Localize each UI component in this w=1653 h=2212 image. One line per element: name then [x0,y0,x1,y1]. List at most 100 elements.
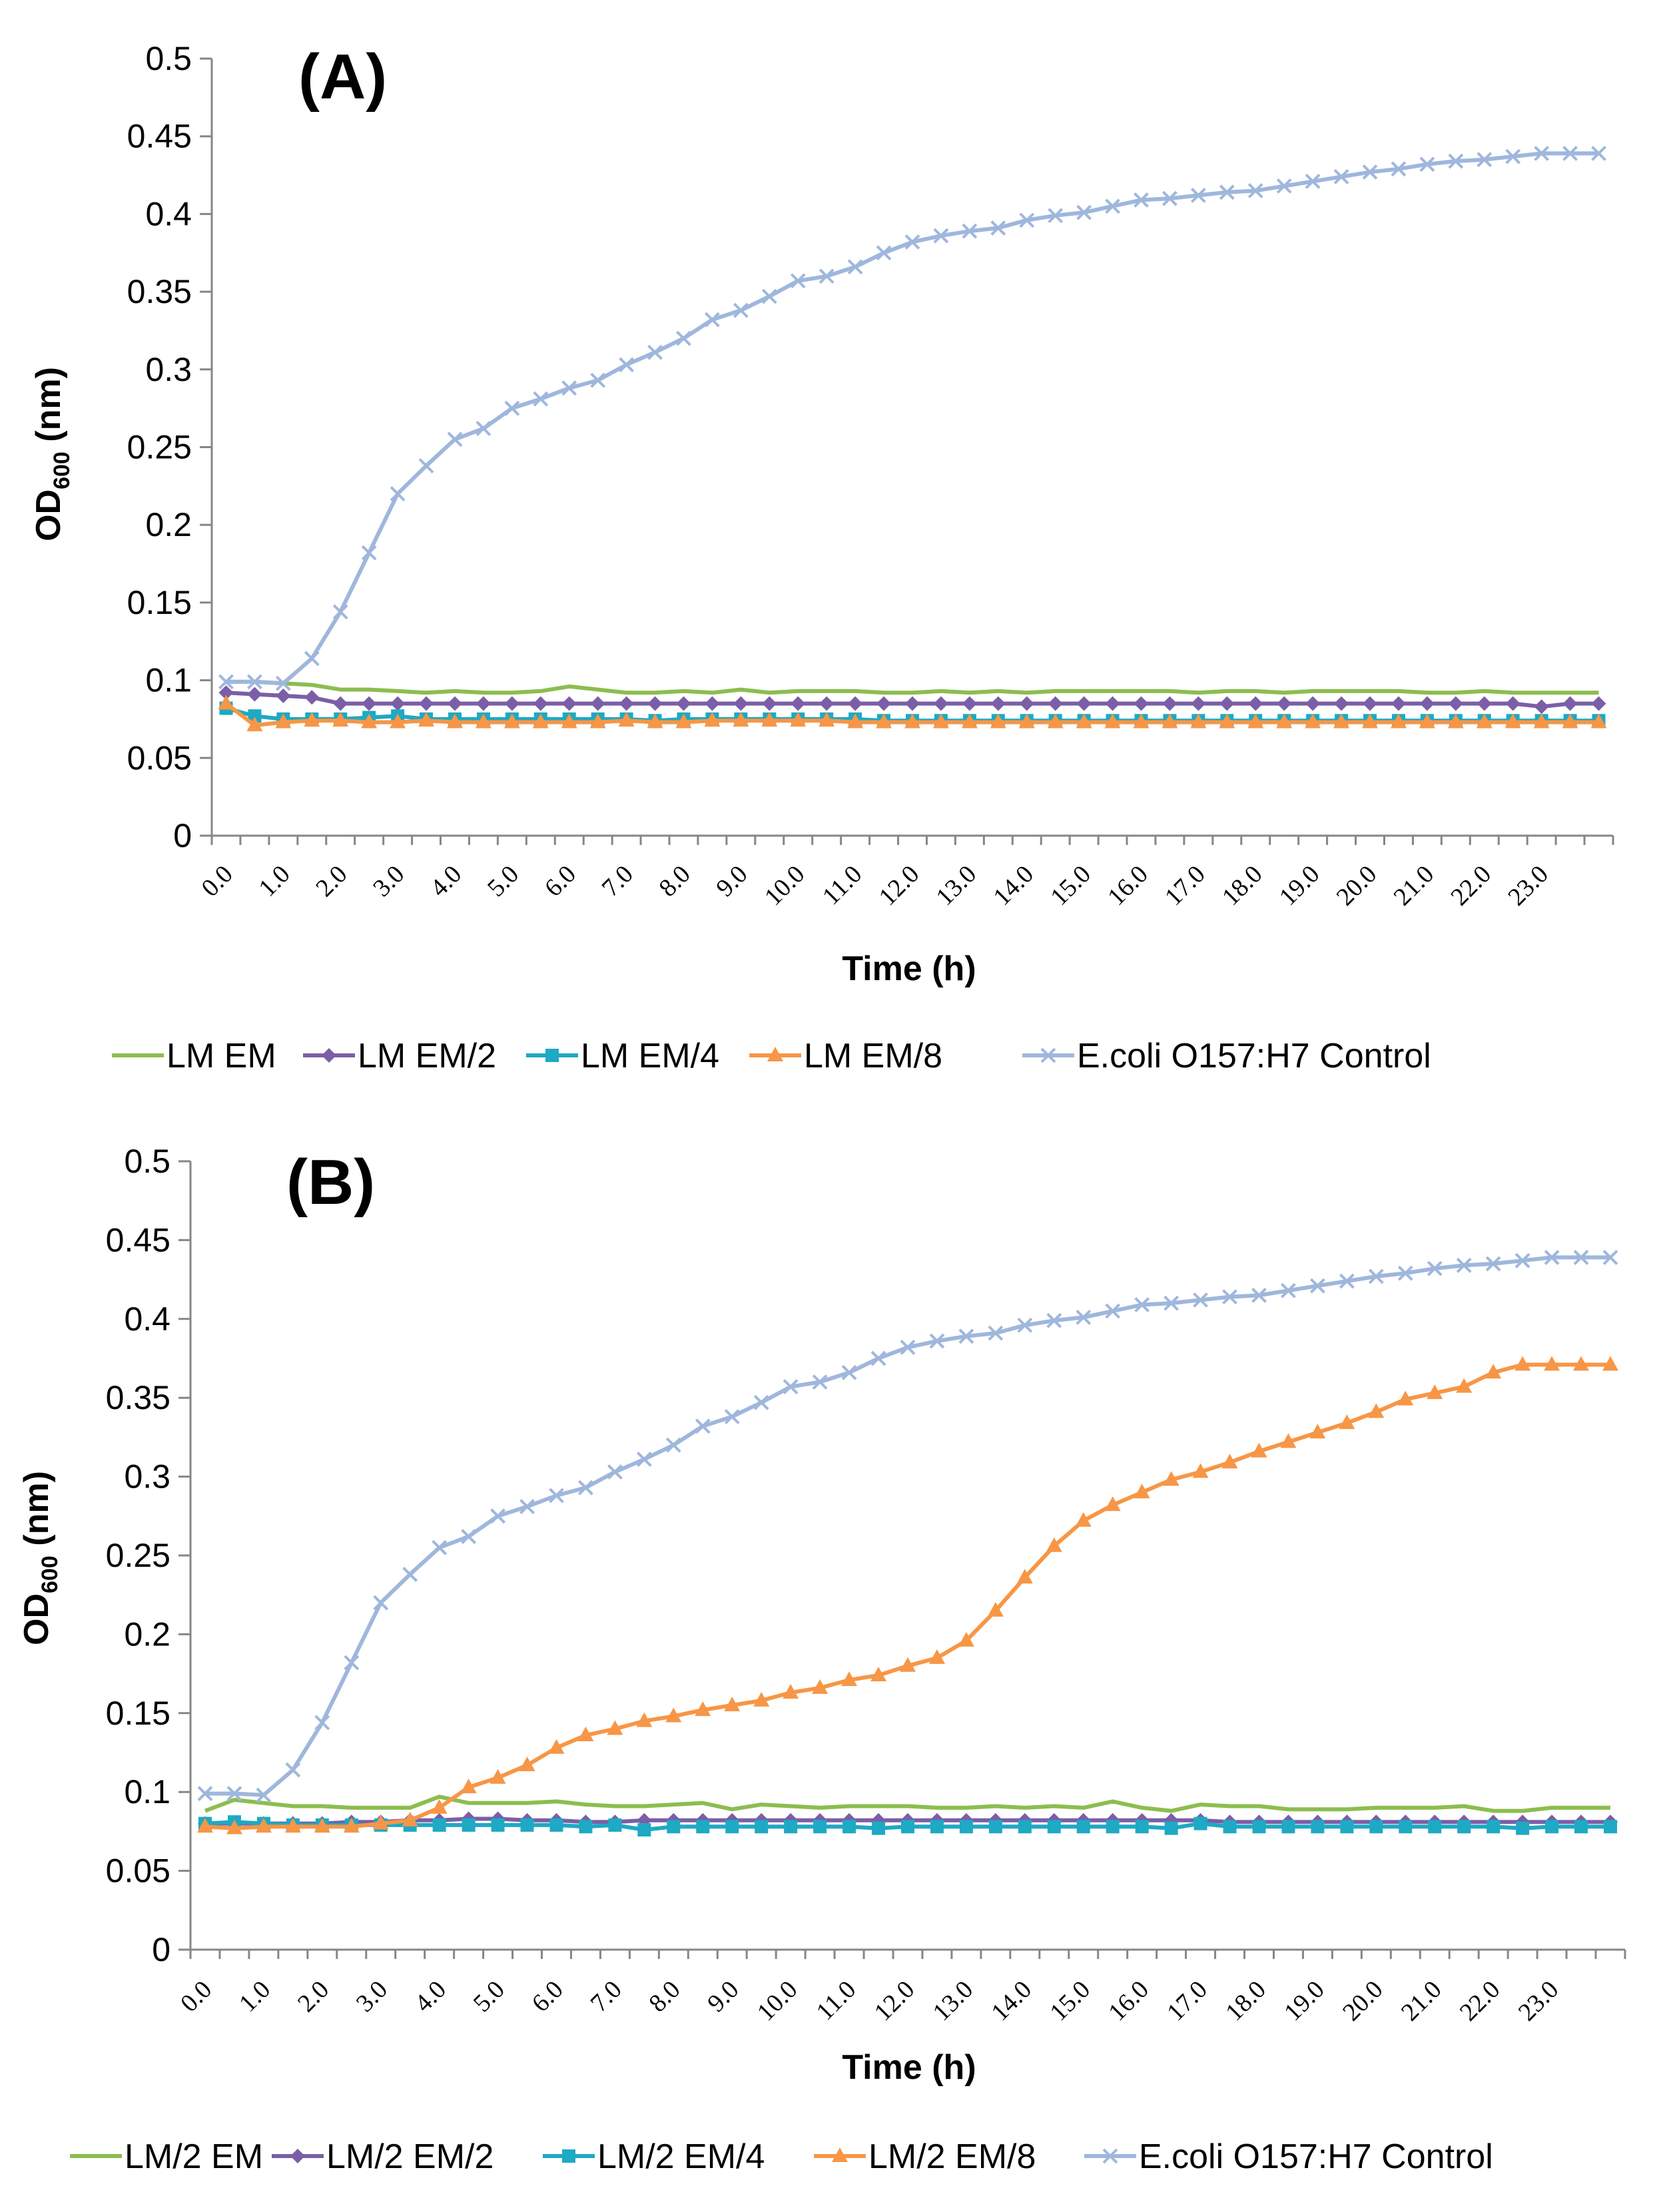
chart-a-data-point [1134,696,1149,711]
chart-a-data-point [275,675,291,691]
chart-b-y-axis-title: OD600 (nm) [17,1471,63,1645]
chart-b-legend-item: LM/2 EM [70,2137,263,2176]
chart-a-data-point [361,713,378,728]
chart-a-legend-label: E.coli O157:H7 Control [1077,1037,1431,1075]
chart-b-data-point [900,1340,916,1355]
chart-b-data-point [1397,1265,1413,1281]
chart-a-series-1 [218,685,1606,714]
chart-a-legend-label: LM EM/2 [358,1037,496,1075]
chart-b-data-point [784,1820,798,1834]
chart-a-data-point [1533,713,1550,728]
chart-b-data-point [695,1701,711,1717]
chart-b-data-point [285,1762,301,1778]
chart-a-legend-label: LM EM/8 [804,1037,942,1075]
chart-a-data-point [1591,145,1606,161]
chart-a-data-point [218,674,234,690]
chart-b-data-point [900,1657,916,1672]
chart-a-data-point [1076,204,1092,220]
chart-b-data-point [753,1394,769,1410]
chart-a-data-point [476,421,492,436]
chart-b-data-point [665,1707,682,1723]
chart-a-legend-marker [545,1049,559,1062]
chart-a-data-point [1390,713,1407,728]
chart-a-series-0 [226,679,1599,695]
chart-a-data-point [1276,178,1292,194]
chart-a-data-point [362,696,377,711]
chart-b-data-point [578,1480,593,1496]
chart-b-y-tick-label: 0.15 [106,1695,170,1732]
chart-b-data-point [1281,1282,1296,1298]
chart-a-legend-item: LM EM/2 [303,1037,496,1075]
chart-a-data-point [361,545,377,561]
chart-b-data-point [1251,1287,1267,1303]
chart-b-y-tick-label: 0.4 [124,1300,170,1338]
chart-b-data-point [284,1818,301,1833]
chart-b-data-point [490,1769,506,1784]
chart-b-legend: LM/2 EM LM/2 EM/2 LM/2 EM/4 LM/2 EM/8 E.coli… [70,2137,1493,2176]
chart-a-y-tick-label: 0.2 [145,506,192,543]
chart-b-data-point [783,1684,799,1699]
chart-a-data-point [275,713,292,728]
chart-a-data-point [847,713,864,728]
chart-b-data-point [432,1539,448,1555]
chart-a-data-point [1247,182,1263,198]
chart-b-data-point [462,1818,476,1832]
chart-a-data-point [1219,713,1235,728]
chart-a-data-point [932,713,949,728]
chart-a-data-point [1504,713,1521,728]
chart-a-data-point [561,713,577,728]
chart-a-data-point [247,687,262,702]
chart-a-data-point [304,651,320,667]
chart-a-data-point [676,330,691,346]
chart-a-y-tick-label: 0.1 [145,662,192,699]
chart-b-data-point [490,1508,505,1524]
chart-b-data-point [958,1631,974,1647]
chart-b-series [196,1250,1619,1837]
chart-b-data-point [432,1818,446,1832]
chart-b-data-point [1339,1273,1355,1289]
chart-a-data-point [246,716,263,732]
chart-a-data-point [1505,148,1521,164]
chart-a-data-point [1247,713,1264,728]
chart-a-data-point [676,696,691,711]
chart-b-data-point [1075,1512,1092,1527]
chart-a-data-point [390,486,406,501]
chart-a-data-point [1476,713,1492,728]
chart-b-data-point [1046,1537,1062,1552]
chart-a-data-point [704,712,721,727]
chart-a-y-tick-label: 0.35 [127,273,192,310]
chart-a-data-point [419,696,434,711]
chart-a-legend-marker [322,1048,336,1063]
chart-a-data-point [332,712,349,727]
chart-b-data-point [901,1820,914,1834]
chart-a-data-point [1534,699,1549,714]
chart-b-legend-label: E.coli O157:H7 Control [1139,2137,1493,2176]
chart-b-data-point [1134,1484,1150,1499]
chart-b-data-point [607,1464,623,1480]
chart-b-legend-item: LM/2 EM/2 [272,2137,494,2176]
chart-a-data-point [933,228,949,244]
chart-a-data-point [1248,696,1263,711]
chart-b-series-3 [196,1356,1619,1834]
chart-a-data-point [790,712,807,727]
chart-b-data-point [1544,1250,1560,1265]
chart-a-data-point [218,694,234,710]
chart-b-data-point [256,1787,272,1803]
chart-b-data-point [579,1820,593,1834]
chart-b-data-point [872,1821,886,1835]
chart-b-data-point [637,1823,651,1837]
chart-a-data-point [990,696,1006,711]
chart-a-data-point [904,713,920,728]
chart-b-data-point [1545,1820,1559,1834]
chart-b-series-0 [204,1795,1610,1813]
chart-b-data-point [1047,1820,1061,1834]
chart-b-data-point [636,1452,652,1467]
chart-b-data-point [1076,1820,1090,1834]
chart-b-data-point [549,1488,564,1504]
chart-b-data-point [841,1671,858,1687]
chart-a-data-point [1562,145,1578,161]
chart-a-data-point [332,604,348,620]
chart-a-data-point [647,696,663,711]
chart-b-data-point [519,1756,535,1771]
